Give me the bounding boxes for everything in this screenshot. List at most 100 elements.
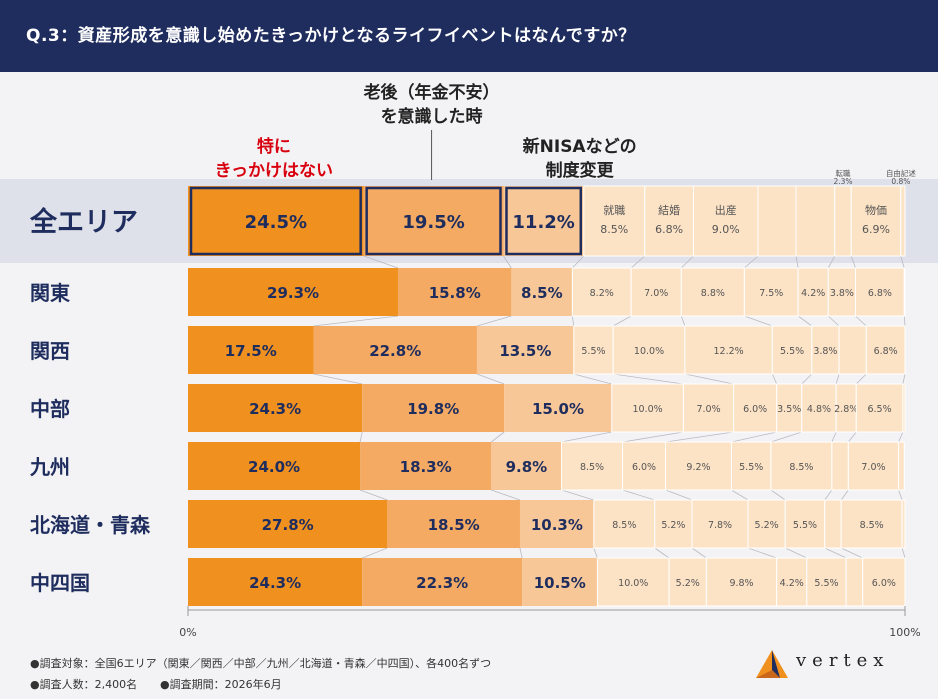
bar-segment	[691, 499, 749, 549]
connector-line	[841, 547, 863, 559]
connector-line	[573, 373, 612, 385]
category-label: 中部	[30, 397, 70, 421]
small-segment-name: 転職	[835, 169, 850, 178]
connector-line	[855, 373, 867, 385]
bar-segment	[476, 326, 574, 374]
value-label: 10.0%	[634, 346, 664, 357]
vertex-triangle-logo-icon	[756, 650, 788, 678]
series-label-none: きっかけはない	[215, 161, 333, 181]
value-label: 7.0%	[644, 288, 668, 299]
connector-line	[828, 315, 840, 327]
series-label-nisa: 新NISAなどの	[523, 136, 637, 157]
survey-respondents-note: ●調査人数：2,400名	[30, 678, 138, 691]
value-label: 10.5%	[534, 574, 586, 592]
bar-segment	[838, 325, 867, 375]
bar-segment	[491, 442, 562, 490]
bar-segment	[519, 500, 594, 548]
series-label-retirement: を意識した時	[381, 106, 483, 127]
bar-segment	[730, 441, 772, 491]
value-label: 5.5%	[780, 346, 804, 357]
connector-line	[503, 255, 512, 269]
value-label: 5.2%	[661, 520, 685, 531]
bar-segment	[593, 499, 656, 549]
value-label: 5.5%	[814, 578, 838, 589]
bar-segment	[770, 441, 833, 491]
connector-line	[840, 489, 849, 501]
category-label: 全エリア	[29, 206, 138, 238]
value-label: 6.9%	[862, 223, 890, 236]
value-label: 3.5%	[777, 404, 801, 415]
connector-line	[824, 547, 847, 559]
connector-line	[681, 255, 694, 269]
value-label: 8.5%	[580, 462, 604, 473]
connector-line	[684, 373, 734, 385]
value-label: 22.8%	[369, 342, 421, 360]
connector-line	[593, 547, 598, 559]
bar-segment	[188, 268, 399, 316]
bar-segment	[188, 384, 363, 432]
value-label: 19.5%	[402, 212, 464, 233]
connector-line	[680, 315, 686, 327]
bar-segment	[900, 185, 906, 257]
value-label: 15.8%	[429, 284, 481, 302]
value-label: 2.8%	[834, 404, 858, 415]
value-label: 6.8%	[655, 223, 683, 236]
value-label: 9.8%	[729, 578, 753, 589]
value-label: 5.2%	[755, 520, 779, 531]
value-label: 8.5%	[600, 223, 628, 236]
bar-segment	[360, 442, 492, 490]
connector-line	[572, 255, 585, 269]
segment-name-label: 就職	[603, 203, 625, 217]
connector-line	[835, 373, 840, 385]
value-label: 9.0%	[712, 223, 740, 236]
segment-name-label: 出産	[715, 203, 737, 217]
bar-segment	[733, 383, 778, 433]
bar-segment	[665, 441, 732, 491]
bar-segment	[901, 499, 906, 549]
bar-segment	[511, 268, 573, 316]
series-label-nisa: 制度変更	[546, 160, 615, 181]
bar-segment	[771, 325, 813, 375]
connector-line	[744, 255, 759, 269]
value-label: 3.8%	[813, 346, 837, 357]
value-label: 24.3%	[249, 400, 301, 418]
small-segment-value: 0.8%	[891, 177, 910, 186]
bar-segment	[827, 267, 857, 317]
connector-line	[827, 255, 836, 269]
bar-segment	[862, 557, 906, 607]
bar-segment	[644, 185, 694, 257]
connector-line	[850, 255, 856, 269]
value-label: 17.5%	[225, 342, 277, 360]
bar-segment	[573, 325, 614, 375]
connector-line	[362, 547, 388, 559]
value-label: 6.8%	[868, 288, 892, 299]
category-label: 北海道・青森	[30, 513, 151, 537]
value-label: 24.0%	[248, 458, 300, 476]
value-label: 24.3%	[249, 574, 301, 592]
bar-segment	[363, 186, 504, 256]
value-label: 10.3%	[531, 516, 583, 534]
bar-segment	[776, 557, 808, 607]
connector-line	[363, 255, 399, 269]
survey-target-note: ●調査対象：全国6エリア（関東／関西／中部／九州／北海道・青森／中四国）、各40…	[30, 657, 492, 670]
bar-segment	[504, 384, 612, 432]
value-label: 19.8%	[407, 400, 459, 418]
value-label: 4.8%	[807, 404, 831, 415]
value-label: 5.5%	[581, 346, 605, 357]
bar-segment	[362, 384, 505, 432]
category-label: 中四国	[30, 571, 90, 595]
connector-line	[613, 373, 684, 385]
category-label: 関東	[30, 281, 70, 305]
value-label: 24.5%	[245, 212, 307, 233]
value-label: 5.5%	[793, 520, 817, 531]
connector-line	[476, 315, 512, 327]
value-label: 8.2%	[590, 288, 614, 299]
connector-line	[359, 489, 388, 501]
bar-segment	[188, 442, 361, 490]
bar-segment	[797, 267, 829, 317]
connector-line	[902, 373, 906, 385]
bar-segment	[902, 383, 906, 433]
bar-segment	[855, 383, 904, 433]
survey-period-note: ●調査期間：2026年6月	[160, 678, 282, 691]
